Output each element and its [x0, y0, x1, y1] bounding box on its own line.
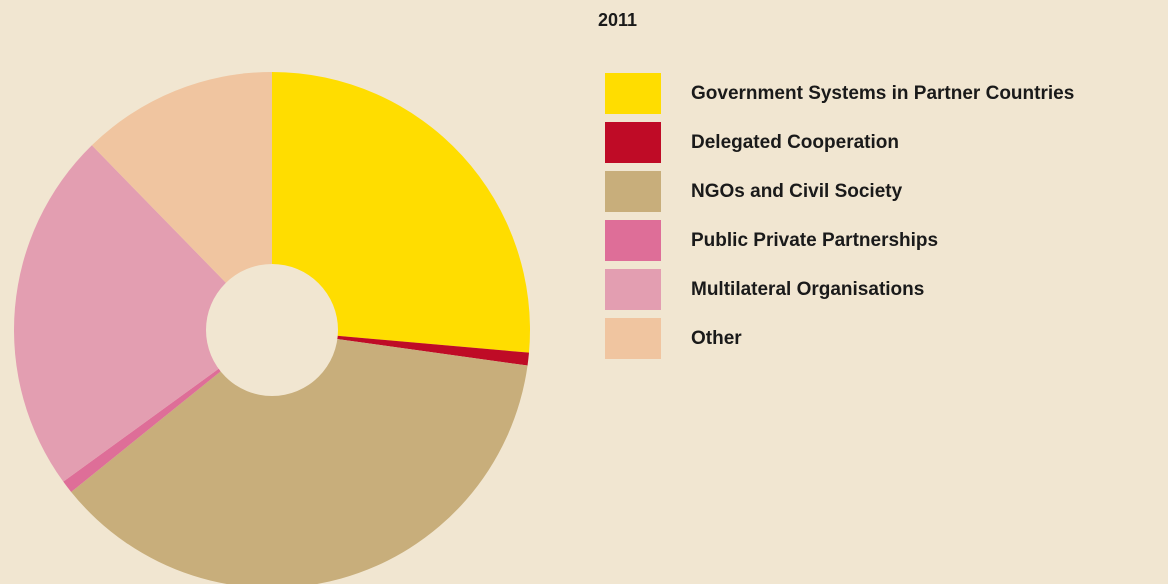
pie-slice-ngos-and-civil-society	[71, 330, 528, 584]
donut-hole	[206, 264, 338, 396]
legend-swatch	[605, 171, 661, 212]
legend-swatch	[605, 122, 661, 163]
legend-swatch	[605, 269, 661, 310]
legend-label: Government Systems in Partner Countries	[691, 82, 1075, 104]
legend-item: Public Private Partnerships	[605, 220, 1074, 261]
chart-title: 2011	[598, 10, 638, 30]
legend-label: Public Private Partnerships	[691, 229, 939, 251]
legend-item: Delegated Cooperation	[605, 122, 1074, 163]
pie-slice-other	[91, 72, 273, 330]
donut-chart	[13, 72, 530, 584]
chart-legend: Government Systems in Partner Countries D…	[605, 73, 1074, 367]
legend-label: Delegated Cooperation	[691, 131, 899, 153]
pie-slice-multilateral-organisations	[13, 145, 272, 482]
legend-item: Other	[605, 318, 1074, 359]
legend-item: Government Systems in Partner Countries	[605, 73, 1074, 114]
legend-label: Multilateral Organisations	[691, 278, 925, 300]
legend-label: NGOs and Civil Society	[691, 180, 903, 202]
pie-slice-government-systems-in-partner-countries	[272, 72, 530, 353]
legend-label: Other	[691, 327, 742, 349]
legend-swatch	[605, 318, 661, 359]
legend-swatch	[605, 220, 661, 261]
pie-slice-public-private-partnerships	[63, 330, 272, 492]
legend-item: NGOs and Civil Society	[605, 171, 1074, 212]
legend-swatch	[605, 73, 661, 114]
legend-item: Multilateral Organisations	[605, 269, 1074, 310]
